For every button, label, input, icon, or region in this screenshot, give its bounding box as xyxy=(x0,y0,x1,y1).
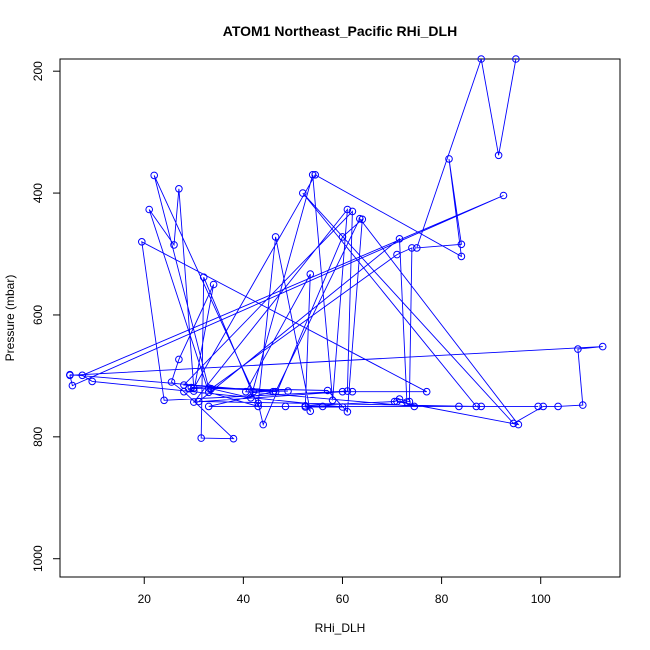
data-point xyxy=(554,402,562,411)
series-polyline xyxy=(69,59,603,440)
data-point xyxy=(574,345,582,353)
data-point xyxy=(254,402,263,411)
y-tick-label: 200 xyxy=(31,61,45,81)
data-point xyxy=(175,185,183,193)
y-axis: 200 400 600 800 1000 xyxy=(31,61,60,572)
data-point xyxy=(68,381,77,390)
data-point xyxy=(199,273,208,282)
x-axis: 20 40 60 80 100 xyxy=(138,577,551,606)
data-point xyxy=(204,402,213,411)
data-point xyxy=(150,171,158,180)
x-axis-label: RHi_DLH xyxy=(315,621,366,635)
data-point xyxy=(247,394,255,402)
data-point xyxy=(195,397,203,406)
data-point xyxy=(311,171,320,179)
data-point xyxy=(66,370,74,379)
data-point xyxy=(318,402,327,411)
x-tick-label: 80 xyxy=(435,592,449,606)
data-point xyxy=(499,191,508,200)
data-point xyxy=(534,402,543,411)
data-point xyxy=(170,241,178,249)
data-point xyxy=(413,244,421,252)
data-point xyxy=(539,402,548,411)
data-point xyxy=(356,214,364,223)
y-tick-label: 800 xyxy=(31,427,45,447)
data-point xyxy=(254,399,263,408)
data-point xyxy=(403,398,411,406)
data-point xyxy=(197,434,205,442)
data-point xyxy=(306,407,315,416)
data-point xyxy=(422,387,431,396)
data-point xyxy=(512,55,520,63)
data-point xyxy=(509,419,518,428)
data-point xyxy=(338,233,347,241)
data-point xyxy=(323,386,332,395)
data-point xyxy=(281,402,290,411)
y-tick-label: 600 xyxy=(31,305,45,325)
data-point xyxy=(160,396,168,405)
series-points xyxy=(66,55,607,443)
data-point xyxy=(348,207,357,216)
data-point xyxy=(301,403,310,411)
data-point xyxy=(445,155,453,163)
data-point xyxy=(408,244,416,252)
data-point xyxy=(457,252,466,261)
data-point xyxy=(390,397,399,406)
data-point xyxy=(269,387,277,396)
series-line xyxy=(69,59,603,440)
data-point xyxy=(395,235,404,243)
data-point xyxy=(308,171,317,179)
data-point xyxy=(395,395,404,403)
data-point xyxy=(284,387,292,395)
x-tick-label: 20 xyxy=(138,592,152,606)
data-point xyxy=(328,396,337,405)
data-point xyxy=(209,280,218,289)
data-point xyxy=(167,378,176,386)
data-point xyxy=(180,381,188,389)
plot-frame xyxy=(59,58,621,578)
x-tick-label: 40 xyxy=(237,592,251,606)
data-point xyxy=(187,383,196,392)
data-point xyxy=(299,189,307,197)
data-point xyxy=(338,387,347,396)
data-point xyxy=(343,205,352,214)
data-point xyxy=(477,402,486,411)
data-point xyxy=(271,387,280,396)
data-point xyxy=(348,387,357,396)
data-point xyxy=(472,402,481,411)
data-point xyxy=(271,233,280,241)
data-point xyxy=(88,377,96,386)
data-point xyxy=(477,55,486,63)
data-point xyxy=(229,434,238,443)
data-point xyxy=(343,408,352,416)
data-point xyxy=(343,387,352,395)
data-point xyxy=(338,403,347,411)
data-point xyxy=(175,355,183,364)
data-point xyxy=(207,384,215,393)
data-point xyxy=(598,342,607,351)
y-axis-label: Pressure (mbar) xyxy=(3,275,17,362)
y-tick-label: 400 xyxy=(31,183,45,203)
chart-title: ATOM1 Northeast_Pacific RHi_DLH xyxy=(223,23,457,39)
data-point xyxy=(579,401,587,409)
data-point xyxy=(145,205,153,214)
data-point xyxy=(514,420,523,429)
data-point xyxy=(457,240,466,249)
data-point xyxy=(138,238,146,246)
data-point xyxy=(455,402,463,411)
data-point xyxy=(78,371,87,380)
data-point xyxy=(190,398,198,406)
data-point xyxy=(393,397,401,406)
data-point xyxy=(410,402,419,411)
data-point xyxy=(393,250,401,259)
data-point xyxy=(259,420,268,429)
y-tick-label: 1000 xyxy=(31,545,45,572)
x-tick-label: 100 xyxy=(531,592,551,606)
data-point xyxy=(306,270,315,278)
x-tick-label: 60 xyxy=(336,592,350,606)
data-point xyxy=(242,387,250,396)
data-point xyxy=(494,151,503,160)
